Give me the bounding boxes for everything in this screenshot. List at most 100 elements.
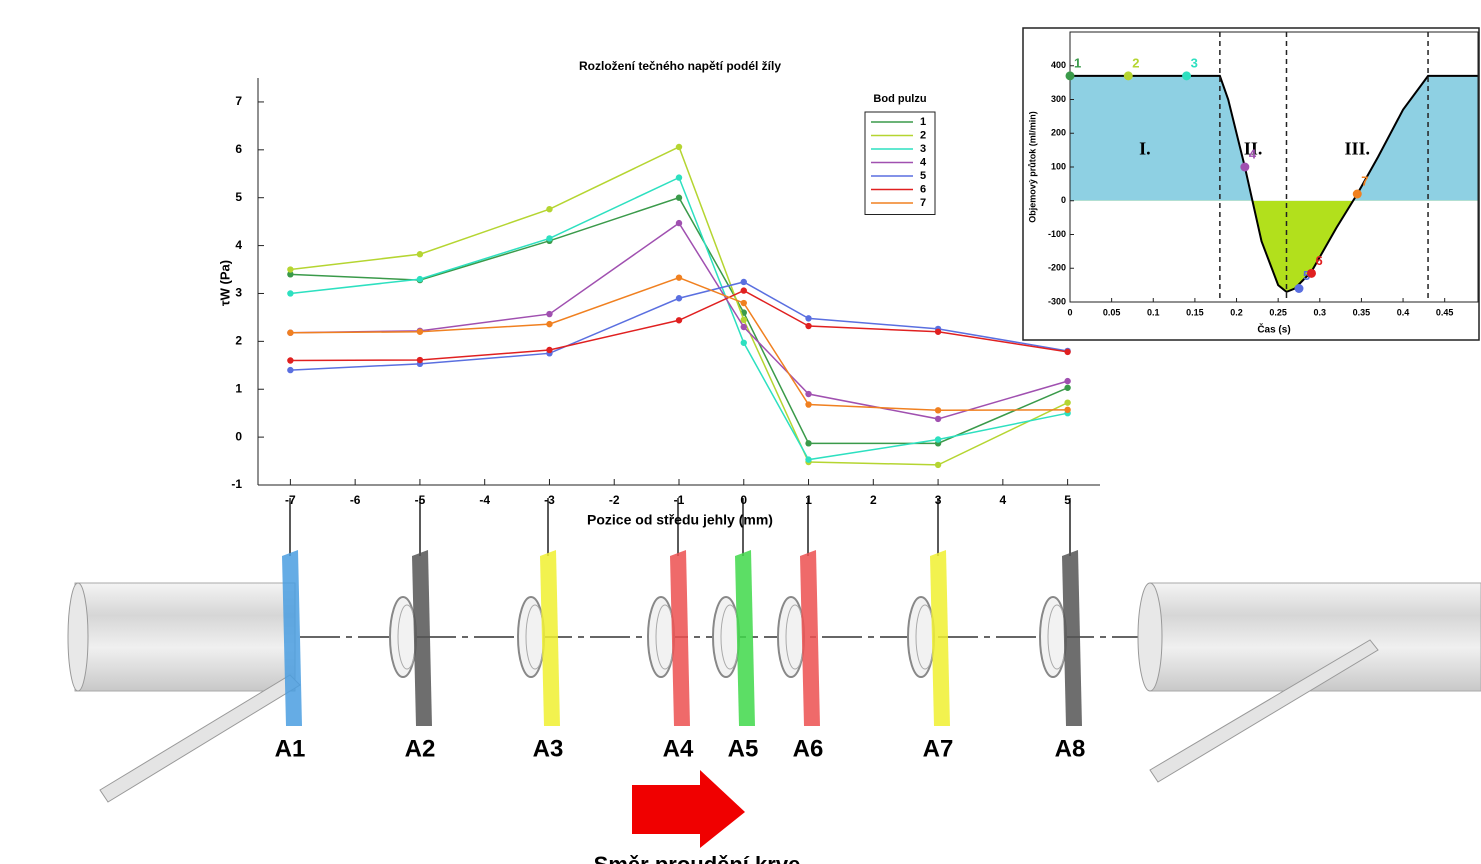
data-point xyxy=(287,290,294,297)
data-point xyxy=(805,440,812,447)
needle xyxy=(99,674,301,803)
y-tick-label: 7 xyxy=(235,94,242,108)
area-positive xyxy=(1070,75,1478,201)
plate xyxy=(412,550,432,726)
plate xyxy=(282,550,302,726)
plate xyxy=(540,550,560,726)
pulse-point xyxy=(1065,71,1075,81)
plate xyxy=(670,550,690,726)
legend-label: 6 xyxy=(920,183,926,195)
series-line xyxy=(290,222,1068,420)
plate xyxy=(1062,550,1082,726)
area-negative xyxy=(1070,200,1478,292)
data-point xyxy=(1064,406,1071,414)
data-point xyxy=(546,235,553,242)
x-tick-label: 0 xyxy=(740,493,747,507)
data-point xyxy=(287,329,294,336)
y-tick-label: 300 xyxy=(1051,94,1066,104)
x-tick-label: 1 xyxy=(805,493,812,507)
plate-label: A7 xyxy=(923,735,954,762)
plate-label: A3 xyxy=(533,735,564,762)
data-point xyxy=(740,287,747,294)
data-point xyxy=(934,328,942,335)
data-point xyxy=(740,299,747,307)
y-tick-label: 2 xyxy=(235,334,242,348)
data-point xyxy=(805,315,812,322)
pulse-point-label: 3 xyxy=(1191,55,1198,70)
data-point xyxy=(934,407,942,414)
x-tick-label: 0.3 xyxy=(1314,307,1327,317)
data-point xyxy=(675,194,683,201)
data-point xyxy=(546,346,553,354)
pulse-point xyxy=(1306,268,1316,278)
legend-label: 5 xyxy=(920,170,926,182)
data-point xyxy=(740,316,747,324)
pulse-point-label: 5 xyxy=(1303,268,1310,283)
x-tick-label: 0.1 xyxy=(1147,307,1160,317)
x-tick-label: -3 xyxy=(544,493,555,507)
plate xyxy=(800,550,820,726)
data-point xyxy=(675,274,683,281)
chart-title: Rozložení tečného napětí podél žíly xyxy=(579,59,781,73)
flow-caption: Směr proudění krve xyxy=(594,852,801,864)
plate xyxy=(930,550,950,726)
x-tick-label: 5 xyxy=(1064,493,1071,507)
plate-label: A8 xyxy=(1055,735,1086,762)
x-axis-label: Čas (s) xyxy=(1257,323,1290,336)
data-point xyxy=(805,456,812,463)
vein-diagram: A1 A2 A3 A4 A5 A6 A7 A8 Směr proudění krve xyxy=(67,498,1481,864)
series-line xyxy=(290,145,1068,466)
series-line xyxy=(290,176,1068,461)
y-tick-label: 1 xyxy=(235,381,242,395)
data-point xyxy=(416,356,424,364)
x-tick-label: -5 xyxy=(415,493,426,507)
phase-label: I. xyxy=(1139,138,1151,158)
data-point xyxy=(675,295,683,302)
x-tick-label: 0.15 xyxy=(1186,307,1204,317)
data-point xyxy=(740,278,747,286)
x-tick-label: 0.25 xyxy=(1269,307,1287,317)
data-point xyxy=(416,275,424,283)
plate-label: A5 xyxy=(728,735,759,762)
tube-left xyxy=(74,582,296,692)
data-point xyxy=(1064,384,1071,391)
y-tick-label: -200 xyxy=(1048,263,1066,273)
plate xyxy=(735,550,755,726)
pulse-point-label: 6 xyxy=(1315,253,1322,268)
phase-label: III. xyxy=(1345,138,1371,158)
y-tick-label: 4 xyxy=(235,238,242,252)
y-tick-label: -1 xyxy=(231,477,242,491)
data-point xyxy=(740,323,747,331)
x-tick-label: 2 xyxy=(870,493,877,507)
data-point xyxy=(416,328,424,335)
plate-label: A6 xyxy=(793,735,824,762)
data-point xyxy=(1064,399,1071,406)
data-point xyxy=(287,266,294,273)
y-axis-label: Objemový průtok (ml/min) xyxy=(1027,111,1037,223)
x-tick-label: 0.35 xyxy=(1353,307,1371,317)
plate-label: A1 xyxy=(275,735,306,762)
pulse-point xyxy=(1352,189,1362,199)
series-line xyxy=(290,289,1068,362)
x-tick-label: -1 xyxy=(674,493,685,507)
data-point xyxy=(675,143,683,151)
x-tick-label: 0 xyxy=(1067,307,1072,317)
plate-label: A2 xyxy=(405,735,436,762)
tube-end xyxy=(1137,582,1163,692)
data-point xyxy=(287,271,294,278)
data-point xyxy=(675,174,683,181)
y-tick-label: 0 xyxy=(235,429,242,443)
x-tick-label: 0.45 xyxy=(1436,307,1454,317)
data-point xyxy=(740,339,747,346)
y-tick-label: 5 xyxy=(235,190,242,204)
x-tick-label: 4 xyxy=(1000,493,1007,507)
data-point xyxy=(934,461,942,469)
legend-label: 4 xyxy=(920,156,927,168)
legend-label: 7 xyxy=(920,197,926,209)
data-point xyxy=(546,205,553,213)
pulse-point xyxy=(1182,71,1192,81)
data-point xyxy=(287,366,294,374)
x-axis-label: Pozice od středu jehly (mm) xyxy=(587,512,773,528)
x-tick-label: -2 xyxy=(609,493,620,507)
data-point xyxy=(287,357,294,364)
